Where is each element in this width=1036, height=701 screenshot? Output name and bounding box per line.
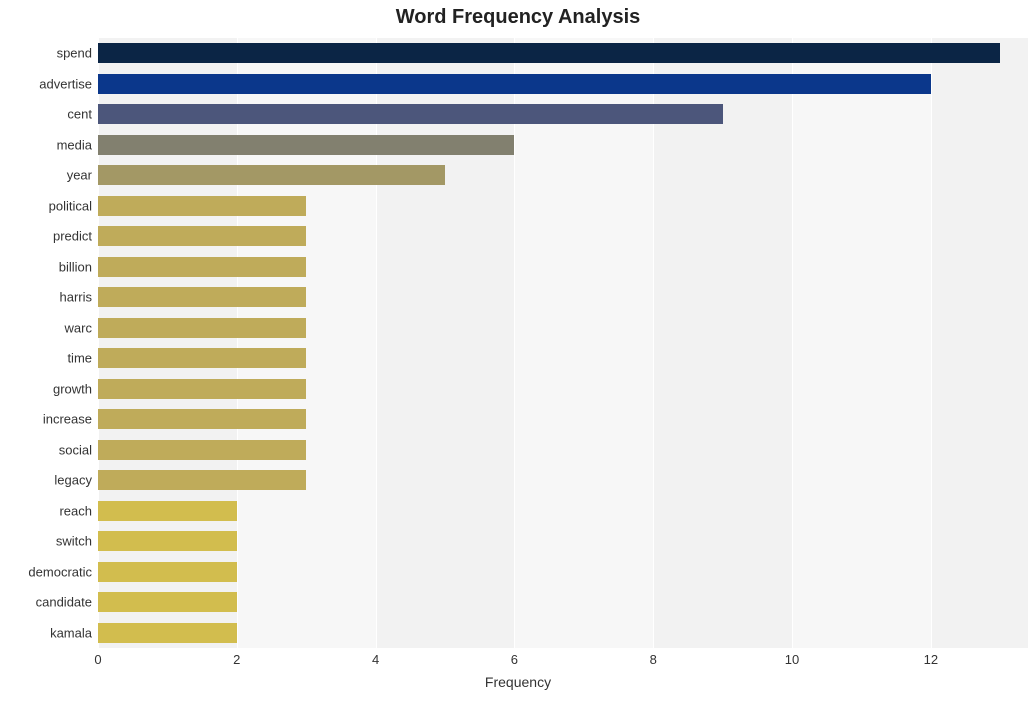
y-tick-label: predict: [2, 229, 92, 244]
bar: [98, 74, 931, 94]
x-axis-label: Frequency: [0, 674, 1036, 690]
bar: [98, 348, 306, 368]
bar: [98, 623, 237, 643]
plot-area: [98, 38, 1028, 648]
grid-band: [98, 38, 237, 648]
bar: [98, 592, 237, 612]
gridline: [98, 38, 99, 648]
bar: [98, 501, 237, 521]
gridline: [792, 38, 793, 648]
gridline: [931, 38, 932, 648]
y-tick-label: harris: [2, 290, 92, 305]
chart-container: Word Frequency Analysis spend advertise ce…: [0, 0, 1036, 701]
x-tick-label: 12: [924, 652, 938, 667]
y-tick-label: switch: [2, 534, 92, 549]
y-tick-label: media: [2, 137, 92, 152]
bar: [98, 165, 445, 185]
bar: [98, 531, 237, 551]
bar: [98, 562, 237, 582]
y-tick-label: time: [2, 351, 92, 366]
y-tick-label: advertise: [2, 76, 92, 91]
y-tick-label: year: [2, 168, 92, 183]
y-tick-label: billion: [2, 259, 92, 274]
x-tick-label: 6: [511, 652, 518, 667]
y-tick-label: warc: [2, 320, 92, 335]
gridline: [653, 38, 654, 648]
x-tick-label: 0: [94, 652, 101, 667]
y-tick-label: increase: [2, 412, 92, 427]
x-tick-label: 10: [785, 652, 799, 667]
bar: [98, 379, 306, 399]
y-tick-label: cent: [2, 107, 92, 122]
gridline: [514, 38, 515, 648]
y-tick-label: reach: [2, 503, 92, 518]
y-tick-label: political: [2, 198, 92, 213]
y-tick-label: candidate: [2, 595, 92, 610]
bar: [98, 470, 306, 490]
x-tick-label: 4: [372, 652, 379, 667]
y-tick-label: spend: [2, 46, 92, 61]
bar: [98, 318, 306, 338]
x-tick-label: 8: [650, 652, 657, 667]
bar: [98, 196, 306, 216]
bar: [98, 226, 306, 246]
grid-band: [653, 38, 792, 648]
grid-band: [931, 38, 1028, 648]
bar: [98, 287, 306, 307]
y-tick-label: kamala: [2, 625, 92, 640]
bar: [98, 135, 514, 155]
y-tick-label: legacy: [2, 473, 92, 488]
bar: [98, 257, 306, 277]
y-tick-label: growth: [2, 381, 92, 396]
bar: [98, 104, 723, 124]
grid-band: [376, 38, 515, 648]
bar: [98, 43, 1000, 63]
chart-title: Word Frequency Analysis: [0, 6, 1036, 29]
bar: [98, 409, 306, 429]
gridline: [376, 38, 377, 648]
x-tick-label: 2: [233, 652, 240, 667]
y-tick-label: social: [2, 442, 92, 457]
bar: [98, 440, 306, 460]
y-tick-label: democratic: [2, 564, 92, 579]
gridline: [237, 38, 238, 648]
